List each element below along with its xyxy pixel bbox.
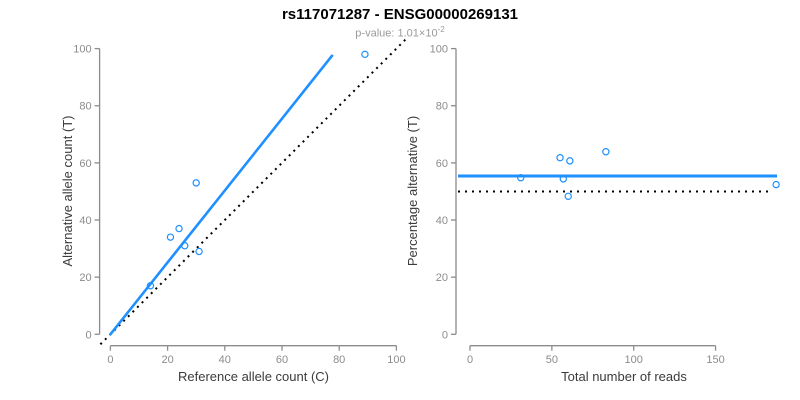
x-tick-label: 20 [161,354,173,366]
y-tick-label: 100 [73,44,91,56]
y-axis-label: Alternative allele count (T) [60,115,75,266]
data-point [361,50,369,59]
x-tick-label: 80 [333,354,345,366]
data-point [564,192,572,201]
data-point [566,157,574,165]
p-value-subtitle: p-value: 1.01×10-2 [0,25,800,40]
data-point [517,174,525,182]
x-tick-label: 100 [625,354,643,366]
x-tick-label: 60 [276,354,288,366]
y-tick-label: 0 [442,329,448,341]
y-tick-label: 60 [436,158,448,170]
identity-line [99,36,409,346]
p-value-base: 1.01×10 [397,27,438,40]
x-tick-label: 0 [467,354,473,366]
x-tick-label: 100 [387,354,405,366]
p-value-exponent: -2 [437,25,445,34]
y-tick-label: 40 [79,215,91,227]
x-tick-label: 150 [706,354,724,366]
x-tick-label: 40 [219,354,231,366]
data-point [772,180,780,189]
y-axis-label: Percentage alternative (T) [405,116,420,266]
y-tick-label: 100 [430,44,448,56]
x-axis-label: Reference allele count (C) [178,369,329,384]
y-tick-label: 0 [85,329,91,341]
data-point [166,233,175,241]
plot-title: rs117071287 - ENSG00000269131 [281,6,519,23]
x-tick-label: 0 [107,354,113,366]
y-tick-label: 80 [436,101,448,113]
data-point [192,179,200,187]
y-tick-label: 60 [79,158,91,170]
data-point [181,242,189,250]
y-tick-label: 20 [79,272,91,284]
x-tick-label: 50 [546,354,558,366]
x-axis-label: Total number of reads [561,369,687,384]
y-tick-label: 20 [436,272,448,284]
data-point [559,175,568,183]
data-point [556,154,564,162]
y-tick-label: 40 [436,215,448,227]
data-point [602,148,610,156]
y-tick-label: 80 [79,101,91,113]
p-value-prefix: p-value: [355,27,398,40]
regression-line [109,54,334,336]
data-point [195,247,203,256]
data-point [146,282,155,290]
data-point [175,224,183,233]
